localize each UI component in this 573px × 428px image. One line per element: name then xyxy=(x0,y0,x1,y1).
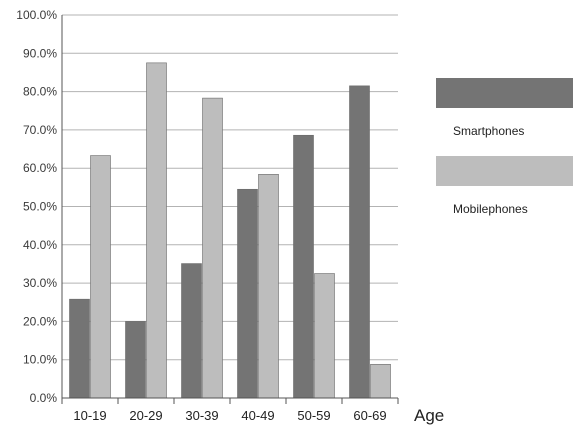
legend-swatch-smartphones xyxy=(436,78,573,108)
bar-mobilephones-50-59 xyxy=(314,273,335,399)
x-tick-labels: 10-19 20-29 30-39 40-49 50-59 60-69 xyxy=(73,408,386,423)
axes xyxy=(61,15,399,404)
bar-smartphones-40-49 xyxy=(237,188,258,399)
x-tick-label: 40-49 xyxy=(241,408,274,423)
y-tick-label: 0.0% xyxy=(30,391,58,405)
y-tick-label: 10.0% xyxy=(23,353,57,367)
bar-mobilephones-30-39 xyxy=(202,97,223,399)
y-tick-label: 100.0% xyxy=(16,8,57,22)
y-tick-labels: 0.0% 10.0% 20.0% 30.0% 40.0% 50.0% 60.0% 70.0% 8… xyxy=(16,8,57,405)
x-tick-label: 10-19 xyxy=(73,408,106,423)
y-tick-label: 90.0% xyxy=(23,46,57,60)
bar-smartphones-20-29 xyxy=(125,321,146,399)
y-tick-label: 70.0% xyxy=(23,123,57,137)
legend-swatch-mobilephones xyxy=(436,156,573,186)
y-tick-label: 50.0% xyxy=(23,200,57,214)
x-tick-label: 50-59 xyxy=(297,408,330,423)
y-tick-label: 60.0% xyxy=(23,161,57,175)
y-tick-label: 80.0% xyxy=(23,85,57,99)
y-tick-label: 20.0% xyxy=(23,314,57,328)
x-tick-label: 20-29 xyxy=(129,408,162,423)
bars xyxy=(69,62,391,399)
bar-smartphones-60-69 xyxy=(349,85,370,399)
legend: Smartphones Mobilephones xyxy=(436,78,573,216)
bar-smartphones-50-59 xyxy=(293,134,314,399)
x-tick-label: 30-39 xyxy=(185,408,218,423)
legend-label-mobilephones: Mobilephones xyxy=(453,202,528,216)
y-tick-label: 40.0% xyxy=(23,238,57,252)
legend-label-smartphones: Smartphones xyxy=(453,124,524,138)
x-tick-label: 60-69 xyxy=(353,408,386,423)
bar-mobilephones-20-29 xyxy=(146,62,167,399)
bar-mobilephones-60-69 xyxy=(370,363,391,399)
bar-smartphones-30-39 xyxy=(181,263,202,399)
gridlines xyxy=(62,14,398,361)
bar-mobilephones-10-19 xyxy=(90,155,111,399)
x-axis-label: Age xyxy=(414,406,444,425)
y-tick-label: 30.0% xyxy=(23,276,57,290)
bar-smartphones-10-19 xyxy=(69,298,90,399)
bar-mobilephones-40-49 xyxy=(258,174,279,399)
